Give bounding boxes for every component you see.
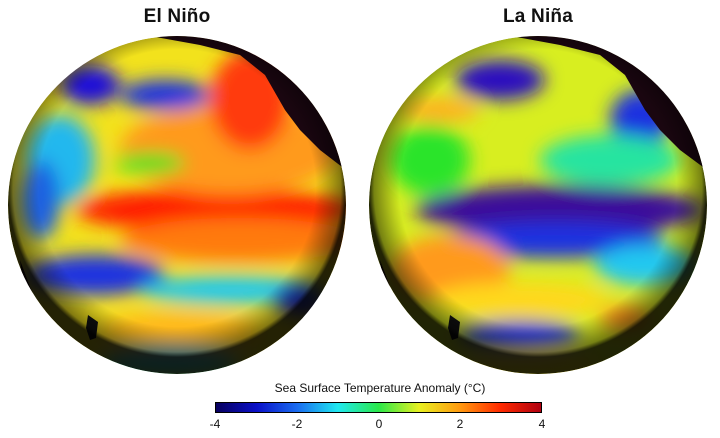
la-nina-title: La Niña bbox=[502, 6, 574, 27]
colorbar-tick-label: -4 bbox=[209, 417, 221, 431]
colorbar-tick-label: 4 bbox=[538, 417, 546, 431]
colorbar-tick-label: 2 bbox=[456, 417, 464, 431]
colorbar-tick-label: -2 bbox=[291, 417, 303, 431]
el-nino-title: El Niño bbox=[143, 6, 211, 27]
colorbar-tick-label: 0 bbox=[375, 417, 383, 431]
la-nina-globe bbox=[369, 36, 707, 374]
el-nino-globe bbox=[8, 36, 346, 374]
colorbar-title: Sea Surface Temperature Anomaly (°C) bbox=[274, 381, 486, 395]
colorbar bbox=[215, 402, 542, 413]
